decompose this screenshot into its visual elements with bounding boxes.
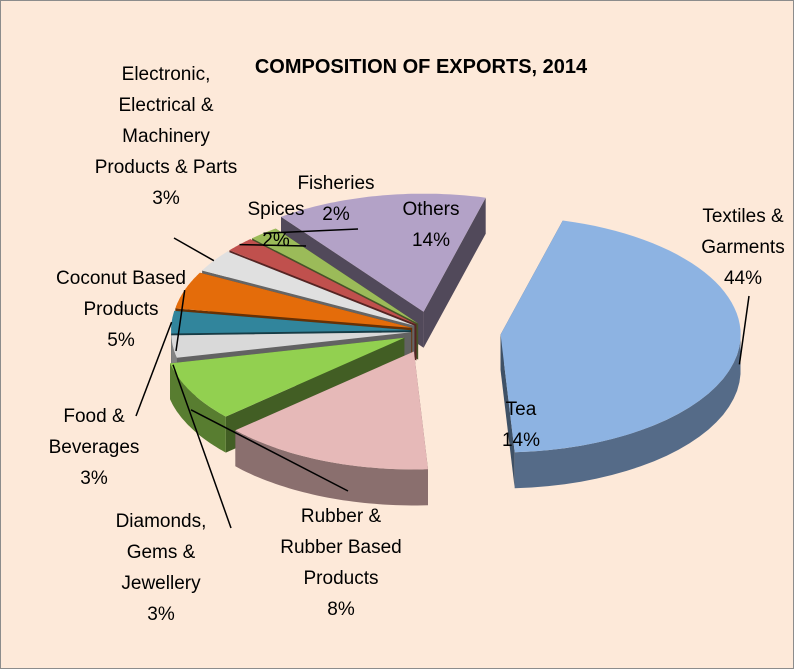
slice-name: Others <box>402 199 460 220</box>
slice-percent: 44% <box>723 268 763 289</box>
slice-percent: 5% <box>107 330 135 351</box>
slice <box>235 351 428 470</box>
slice <box>229 239 417 325</box>
slice-wall <box>500 334 515 489</box>
slice <box>171 332 412 358</box>
data-label: Spices 2% <box>236 194 316 256</box>
slice <box>170 337 405 417</box>
slice-name: Coconut Based Products <box>56 268 186 320</box>
data-label: Tea 14% <box>471 394 571 456</box>
data-label: Food & Beverages 3% <box>29 401 159 494</box>
slice-percent: 3% <box>80 468 108 489</box>
data-label: Electronic, Electrical & Machinery Produ… <box>91 59 241 214</box>
slice <box>171 310 411 334</box>
leader-line <box>239 243 307 247</box>
data-label: Rubber & Rubber Based Products 8% <box>276 501 406 625</box>
slice-wall <box>423 197 486 348</box>
slice-side <box>235 430 428 506</box>
slice <box>252 228 419 324</box>
leader-line <box>263 228 359 234</box>
slice-side <box>170 363 226 453</box>
slice-name: Tea <box>505 399 537 420</box>
chart-title: COMPOSITION OF EXPORTS, 2014 <box>254 56 588 78</box>
slice-name: Diamonds, Gems & Jewellery <box>115 511 207 594</box>
leader-line <box>135 321 173 417</box>
slice-name: Rubber & Rubber Based Products <box>280 506 402 589</box>
leader-line <box>190 409 349 492</box>
slice-percent: 14% <box>501 430 541 451</box>
data-label: Textiles & Garments 44% <box>688 201 794 294</box>
data-label: Diamonds, Gems & Jewellery 3% <box>96 506 226 630</box>
slice-name: Electronic, Electrical & Machinery Produ… <box>94 64 238 178</box>
slice-percent: 2% <box>322 204 350 225</box>
slice-side <box>514 338 741 489</box>
leader-line <box>172 364 232 529</box>
slice-percent: 8% <box>327 599 355 620</box>
data-label: Fisheries 2% <box>291 168 381 230</box>
slice <box>202 251 415 326</box>
slice-percent: 14% <box>411 230 451 251</box>
slice-percent: 2% <box>262 230 290 251</box>
slice <box>175 272 413 328</box>
slice-name: Textiles & Garments <box>701 206 785 258</box>
slice-name: Spices <box>247 199 305 220</box>
slice <box>500 220 741 453</box>
slice-percent: 3% <box>152 188 180 209</box>
slice-name: Food & Beverages <box>48 406 140 458</box>
leader-line <box>738 295 750 365</box>
data-label: Coconut Based Products 5% <box>56 263 186 356</box>
leader-line <box>175 289 186 352</box>
slice-percent: 3% <box>147 604 175 625</box>
slice-name: Fisheries <box>297 173 375 194</box>
data-label: Others 14% <box>391 194 471 256</box>
leader-line <box>173 237 215 262</box>
slice <box>281 193 486 312</box>
